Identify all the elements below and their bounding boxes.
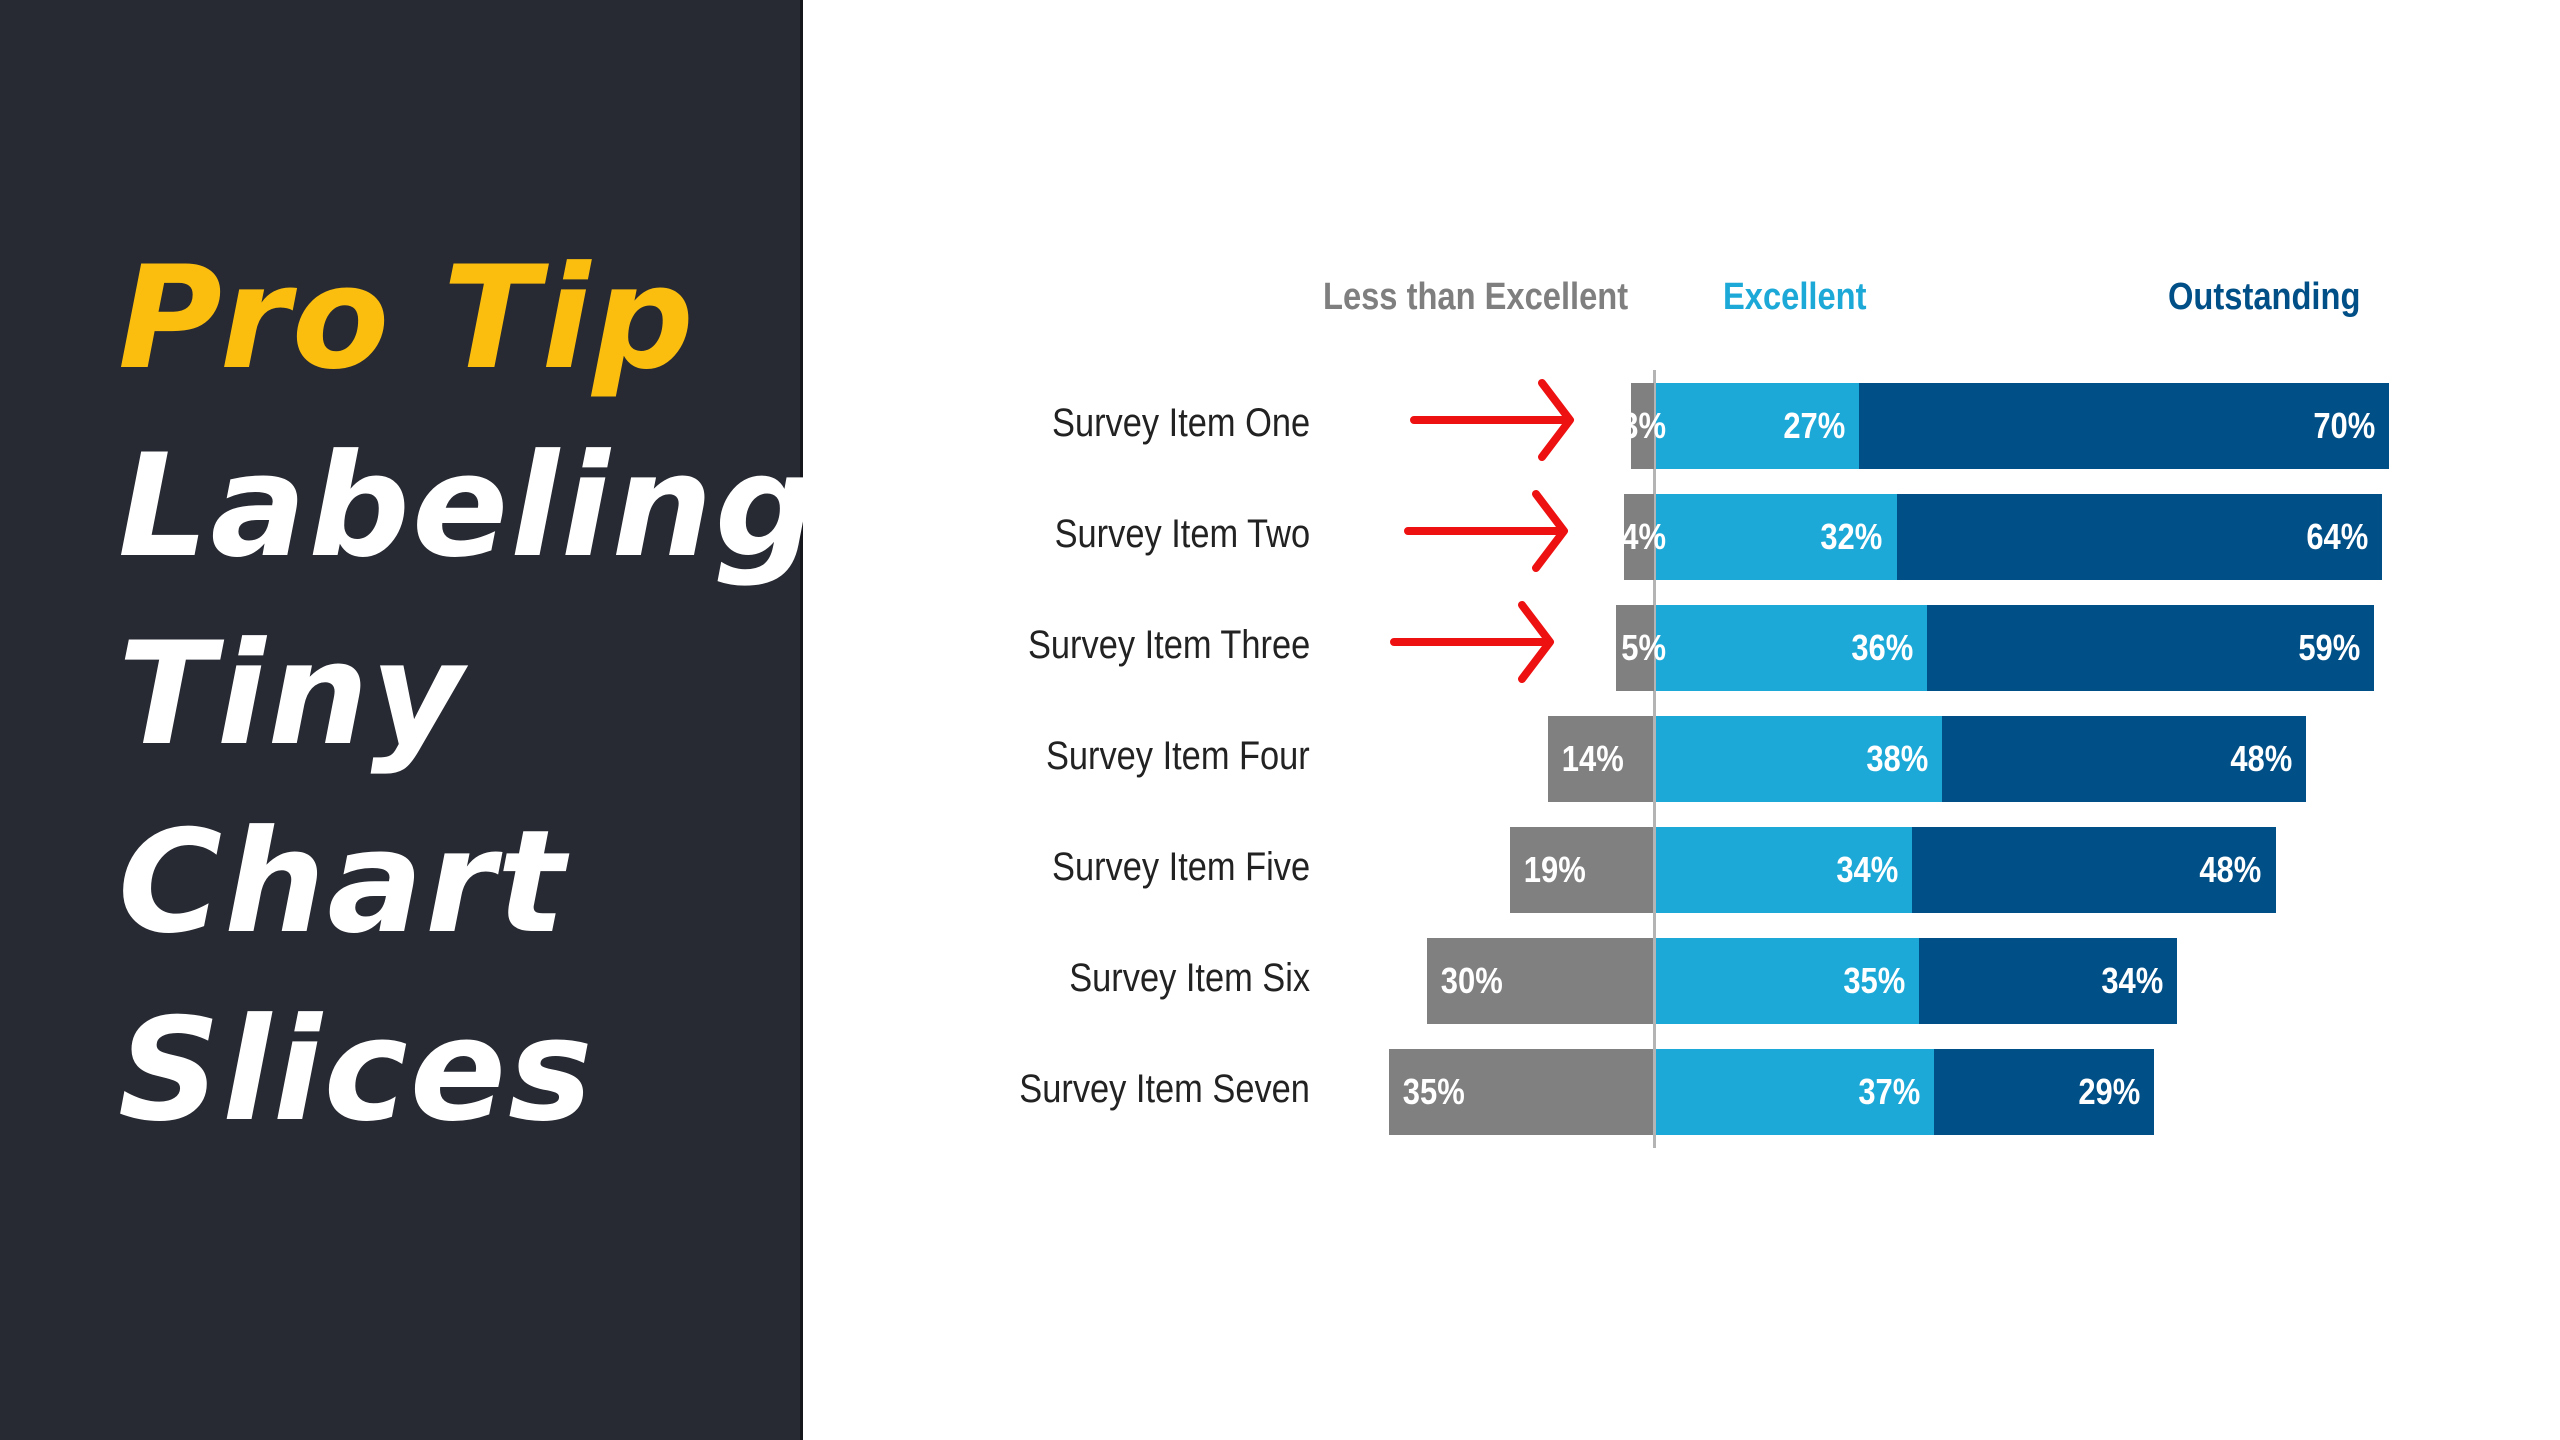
bar-segment-excellent: 38% — [1654, 716, 1943, 802]
title-line-pro-tip: Pro Tip — [118, 236, 696, 401]
value-label: 36% — [1851, 627, 1914, 668]
chart-row: Survey Item Three 5% 36% 59% — [0, 605, 2560, 691]
value-label: 3% — [1621, 405, 1666, 446]
chart-row: Survey Item Six 30% 35% 34% — [0, 938, 2560, 1024]
value-label: 4% — [1621, 516, 1666, 557]
value-label: 35% — [1843, 960, 1906, 1001]
value-label: 19% — [1523, 849, 1586, 890]
row-label: Survey Item Seven — [1019, 1067, 1310, 1111]
chart-row: Survey Item Seven 35% 37% 29% — [0, 1049, 2560, 1135]
bar-segment-excellent: 27% — [1654, 383, 1859, 469]
legend-less-than-excellent: Less than Excellent — [1323, 276, 1629, 318]
bar-segment-less-than-excellent: 30% — [1426, 938, 1654, 1024]
arrow-icon — [1390, 601, 1554, 683]
value-label: 38% — [1866, 738, 1929, 779]
bar-segment-excellent: 37% — [1654, 1049, 1935, 1135]
value-label: 35% — [1402, 1071, 1465, 1112]
bar-segment-outstanding: 70% — [1858, 383, 2390, 469]
title-panel: Pro Tip Labeling Tiny Chart Slices — [0, 0, 816, 1440]
value-label: 48% — [2199, 849, 2262, 890]
slide-title: Pro Tip Labeling Tiny Chart Slices — [118, 225, 818, 1165]
row-label: Survey Item Three — [1027, 623, 1310, 667]
bar-segment-less-than-excellent: 4% — [1621, 494, 1666, 580]
bar-segment-outstanding: 29% — [1934, 1049, 2155, 1135]
bar-segment-excellent: 34% — [1654, 827, 1912, 913]
arrow-icon — [1410, 379, 1574, 461]
bar-segment-outstanding: 59% — [1926, 605, 2375, 691]
value-label: 14% — [1561, 738, 1624, 779]
value-label: 34% — [1835, 849, 1898, 890]
bar-segment-less-than-excellent: 14% — [1547, 716, 1654, 802]
row-label: Survey Item Two — [1054, 512, 1310, 556]
bar-segment-excellent: 36% — [1654, 605, 1927, 691]
row-label: Survey Item Five — [1051, 845, 1310, 889]
value-label: 34% — [2101, 960, 2164, 1001]
title-line-tiny: Tiny — [118, 612, 466, 777]
row-label: Survey Item One — [1051, 401, 1310, 445]
legend-outstanding: Outstanding — [2168, 276, 2361, 318]
bar-segment-outstanding: 64% — [1896, 494, 2382, 580]
row-label: Survey Item Six — [1069, 956, 1310, 1000]
bar-segment-outstanding: 34% — [1919, 938, 2178, 1024]
bar-segment-excellent: 32% — [1654, 494, 1897, 580]
bar-segment-less-than-excellent: 3% — [1621, 383, 1666, 469]
bar-segment-less-than-excellent: 19% — [1509, 827, 1654, 913]
arrow-icon — [1404, 490, 1568, 572]
row-label: Survey Item Four — [1046, 734, 1310, 778]
value-label: 5% — [1621, 627, 1666, 668]
zero-axis-line — [1653, 370, 1656, 1148]
bar-segment-excellent: 35% — [1654, 938, 1920, 1024]
value-label: 29% — [2078, 1071, 2141, 1112]
bar-segment-outstanding: 48% — [1911, 827, 2276, 913]
value-label: 32% — [1820, 516, 1883, 557]
value-label: 70% — [2313, 405, 2376, 446]
chart-row: Survey Item Four 14% 38% 48% — [0, 716, 2560, 802]
value-label: 64% — [2305, 516, 2368, 557]
bar-segment-less-than-excellent: 35% — [1388, 1049, 1654, 1135]
value-label: 30% — [1440, 960, 1503, 1001]
title-line-labeling: Labeling — [118, 424, 819, 589]
legend-excellent: Excellent — [1723, 276, 1867, 318]
value-label: 59% — [2298, 627, 2361, 668]
title-line-chart: Chart — [118, 800, 568, 965]
chart-row: Survey Item Five 19% 34% 48% — [0, 827, 2560, 913]
title-line-slices: Slices — [118, 988, 595, 1153]
bar-segment-less-than-excellent: 5% — [1616, 605, 1666, 691]
value-label: 27% — [1782, 405, 1845, 446]
chart-row: Survey Item One 3% 27% 70% — [0, 383, 2560, 469]
value-label: 37% — [1858, 1071, 1921, 1112]
chart-row: Survey Item Two 4% 32% 64% — [0, 494, 2560, 580]
bar-segment-outstanding: 48% — [1942, 716, 2306, 802]
value-label: 48% — [2230, 738, 2293, 779]
